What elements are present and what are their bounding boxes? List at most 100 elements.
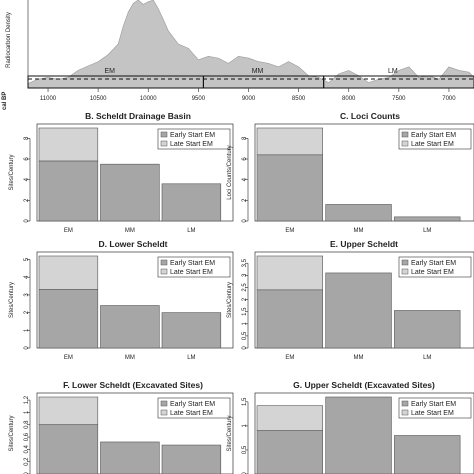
panel-title: C. Loci Counts — [340, 111, 400, 121]
bar-early-start — [38, 424, 99, 474]
phase-label: EM — [104, 68, 115, 75]
bar-early-start — [161, 183, 222, 222]
density-x-tick-label: 8500 — [292, 96, 306, 102]
density-x-tick-label: 10000 — [140, 96, 157, 102]
y-tick-label: 0 — [24, 346, 30, 350]
panel-box — [254, 392, 474, 474]
y-axis-label: Sites/Century — [9, 154, 15, 190]
x-tick-label: LM — [423, 355, 431, 361]
x-tick-label: EM — [64, 228, 73, 234]
panel-box — [36, 392, 234, 474]
y-axis-label: Loci Counts/Century — [227, 145, 233, 199]
bar-early-start — [256, 154, 323, 222]
panel-title: G. Upper Scheldt (Excavated Sites) — [293, 380, 435, 390]
y-tick-label: 1.5 — [242, 307, 248, 316]
y-tick-label: 2 — [242, 198, 248, 202]
bar-panel: F. Lower Scheldt (Excavated Sites) 0 0.2 0.… — [9, 380, 234, 474]
legend-label-early: Early Start EM — [411, 132, 456, 139]
legend-box — [398, 256, 472, 278]
bar-panel: B. Scheldt Drainage Basin 0 2 4 6 8 Sites/Cent… — [9, 111, 234, 234]
bar-early-start — [256, 289, 323, 349]
y-tick-label: 1.2 — [24, 395, 30, 404]
legend-swatch-late — [401, 268, 409, 275]
legend-label-early: Early Start EM — [170, 401, 215, 408]
bar-early-start — [394, 216, 461, 222]
legend-box — [398, 397, 472, 419]
legend-label-late: Late Start EM — [411, 269, 454, 276]
y-tick-label: 0 — [24, 219, 30, 223]
y-tick-label: 0.8 — [24, 420, 30, 429]
y-tick-label: 6 — [242, 157, 248, 161]
y-axis-label: Sites/Century — [227, 282, 233, 318]
y-tick-label: 4 — [24, 177, 30, 181]
panel-title: E. Upper Scheldt — [330, 239, 398, 249]
legend-box — [157, 397, 231, 419]
y-tick-label: 0.5 — [242, 445, 248, 454]
bar-early-start — [256, 430, 323, 474]
y-tick-label: 3 — [24, 293, 30, 297]
y-tick-label: 0.2 — [24, 457, 30, 466]
legend-swatch-early — [160, 400, 168, 407]
y-tick-label: 4 — [24, 275, 30, 279]
density-area — [27, 0, 474, 89]
bar-early-start — [100, 163, 160, 222]
y-axis-label: Sites/Century — [9, 415, 15, 451]
legend-label-late: Late Start EM — [170, 141, 213, 148]
bar-late-start — [256, 405, 323, 431]
density-x-tick-label: 9500 — [192, 96, 206, 102]
y-axis-label: Sites/Century — [227, 415, 233, 451]
density-x-tick-label: 9000 — [242, 96, 256, 102]
y-tick-label: 6 — [24, 157, 30, 161]
y-tick-label: 8 — [242, 136, 248, 140]
x-tick-label: MM — [125, 228, 135, 234]
bar-early-start — [38, 289, 99, 349]
x-tick-label: EM — [64, 355, 73, 361]
panel-title: B. Scheldt Drainage Basin — [85, 111, 191, 121]
bar-panel: E. Upper Scheldt 0 0.5 1 1.5 2 2.5 3 3.5 Sites/Ce… — [227, 239, 474, 361]
y-tick-label: 1.5 — [242, 397, 248, 406]
y-tick-label: 1 — [24, 410, 30, 414]
x-tick-label: EM — [285, 228, 294, 234]
density-x-tick-label: 7500 — [392, 96, 406, 102]
bar-late-start — [38, 255, 99, 290]
phase-label: LM — [388, 68, 398, 75]
legend-label-late: Late Start EM — [411, 410, 454, 417]
y-tick-label: 2 — [24, 198, 30, 202]
x-tick-label: MM — [354, 228, 364, 234]
y-tick-label: 2 — [24, 310, 30, 314]
density-panel: EM MM LM 11000 10500 10000 9500 9000 8500 8000 750… — [2, 0, 474, 110]
y-tick-label: 0 — [24, 472, 30, 474]
legend-label-early: Early Start EM — [411, 401, 456, 408]
x-tick-label: EM — [285, 355, 294, 361]
y-tick-label: 4 — [242, 177, 248, 181]
bar-early-start — [325, 272, 392, 349]
legend-label-early: Early Start EM — [170, 132, 215, 139]
phase-label: MM — [252, 68, 264, 75]
bar-panel: C. Loci Counts 0 2 4 6 8 Loci Counts/Century EM… — [227, 111, 474, 234]
bar-late-start — [38, 396, 99, 426]
y-tick-label: 0 — [242, 472, 248, 474]
y-tick-label: 3.5 — [242, 258, 248, 267]
y-tick-label: 1 — [242, 424, 248, 428]
density-x-tick-label: 8000 — [342, 96, 356, 102]
x-tick-label: LM — [187, 228, 195, 234]
legend-swatch-early — [160, 131, 168, 138]
panel-title: D. Lower Scheldt — [99, 239, 168, 249]
x-tick-label: MM — [354, 355, 364, 361]
y-axis-label: Sites/Century — [9, 282, 15, 318]
y-tick-label: 1 — [24, 328, 30, 332]
panel-title: F. Lower Scheldt (Excavated Sites) — [63, 380, 203, 390]
x-tick-label: LM — [187, 355, 195, 361]
bar-late-start — [38, 127, 99, 162]
density-y-axis-label: Radiocarbon Density — [6, 12, 12, 68]
legend-swatch-early — [160, 259, 168, 266]
legend-swatch-late — [401, 140, 409, 147]
bar-early-start — [325, 396, 392, 474]
bar-panel: D. Lower Scheldt 0 1 2 3 4 5 Sites/Century EM MM L… — [9, 239, 234, 361]
bar-early-start — [38, 160, 99, 222]
legend-swatch-early — [401, 400, 409, 407]
legend-box — [157, 128, 231, 150]
y-tick-label: 0 — [242, 346, 248, 350]
density-x-axis-label: cal BP — [2, 92, 8, 110]
